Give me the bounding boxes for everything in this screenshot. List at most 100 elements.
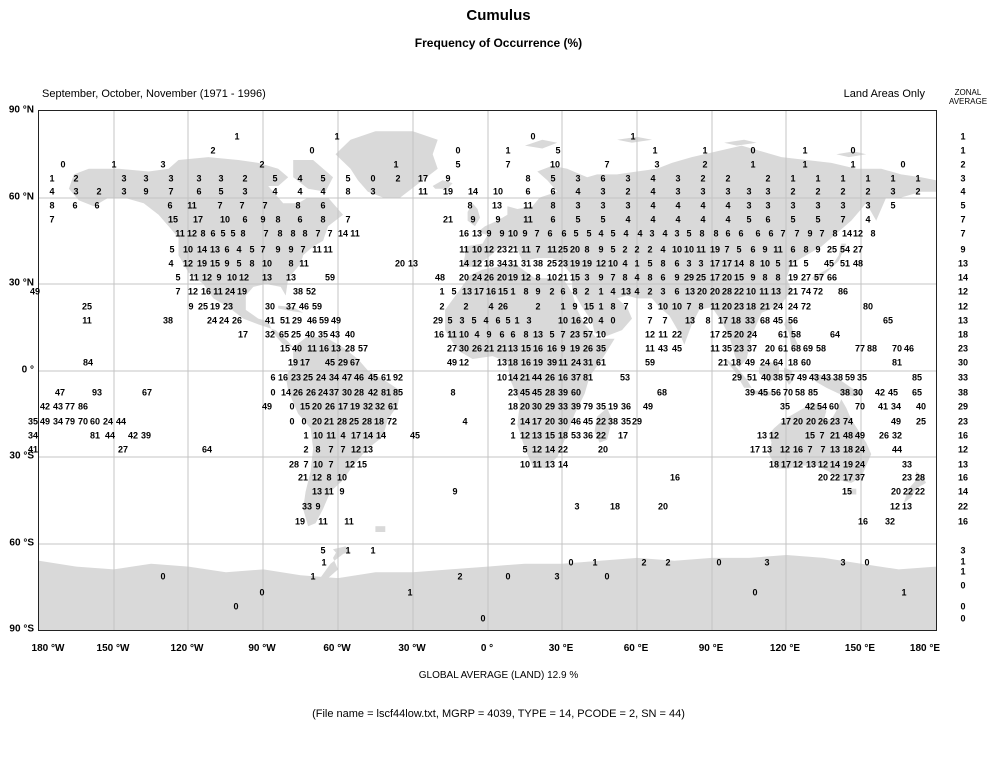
map-value: 38 [607, 416, 619, 427]
map-value: 79 [582, 401, 594, 412]
map-value: 22 [733, 286, 745, 297]
continent-shape [724, 139, 757, 146]
global-average-label: GLOBAL AVERAGE (LAND) 12.9 % [418, 670, 579, 681]
map-value: 24 [772, 301, 784, 312]
map-value: 3 [647, 301, 653, 312]
map-value: 18 [483, 258, 495, 269]
map-value: 28 [544, 387, 556, 398]
zonal-average-value: 12 [957, 286, 969, 297]
map-value: 8 [749, 258, 755, 269]
continent-shape [724, 359, 752, 388]
map-value: 19 [287, 357, 299, 368]
map-value: 6 [755, 228, 761, 239]
map-value: 12 [644, 329, 656, 340]
map-value: 14 [557, 459, 569, 470]
map-value: 20 [709, 286, 721, 297]
map-value: 8 [249, 258, 255, 269]
map-value: 45 [409, 430, 421, 441]
map-value: 28 [288, 459, 300, 470]
zonal-average-value: 18 [957, 329, 969, 340]
map-value: 81 [380, 387, 392, 398]
map-value: 70 [782, 387, 794, 398]
map-value: 4 [625, 214, 631, 225]
map-value: 6 [550, 214, 556, 225]
map-value: 11 [558, 357, 568, 368]
continent-shape [903, 471, 926, 504]
map-value: 19 [236, 286, 248, 297]
map-value: 46 [353, 372, 365, 383]
map-value: 28 [721, 286, 733, 297]
map-value: 88 [866, 343, 878, 354]
map-value: 68 [759, 315, 771, 326]
map-value: 40 [344, 329, 356, 340]
map-value: 36 [582, 430, 594, 441]
continent-shape [432, 180, 453, 189]
continent-shape [278, 305, 304, 313]
map-value: 51 [746, 372, 758, 383]
map-value: 20 [696, 286, 708, 297]
map-value: 14 [841, 228, 853, 239]
map-value: 4 [700, 214, 706, 225]
map-value: 12 [483, 244, 495, 255]
map-value: 8 [713, 228, 719, 239]
map-value: 7 [535, 244, 541, 255]
map-value: 44 [115, 416, 127, 427]
map-value: 7 [327, 228, 333, 239]
zonal-average-value: 29 [957, 401, 969, 412]
map-value: 18 [768, 459, 780, 470]
map-value: 11 [658, 329, 668, 340]
x-axis-label: 30 °W [398, 643, 426, 654]
map-value: 9 [275, 244, 281, 255]
y-axis-label: 30 °N [8, 277, 34, 289]
file-info-label: (File name = lscf44low.txt, MGRP = 4039,… [312, 708, 685, 720]
map-value: 3 [765, 186, 771, 197]
map-value: 11 [710, 343, 720, 354]
map-value: 5 [775, 258, 781, 269]
map-value: 20 [792, 416, 804, 427]
map-value: 13 [684, 315, 696, 326]
map-value: 4 [488, 301, 494, 312]
map-value: 15 [299, 401, 311, 412]
map-value: 9 [339, 486, 345, 497]
map-value: 20 [394, 258, 406, 269]
zonal-average-value: 13 [957, 459, 969, 470]
map-value: 45 [582, 416, 594, 427]
map-value: 35 [856, 372, 868, 383]
map-value: 21 [323, 416, 335, 427]
map-value: 22 [829, 472, 841, 483]
zonal-average-value: 7 [960, 228, 966, 239]
map-value: 13 [507, 343, 519, 354]
map-value: 1 [334, 131, 340, 142]
map-value: 7 [840, 214, 846, 225]
map-value: 3 [700, 186, 706, 197]
map-value: 68 [656, 387, 668, 398]
chart-subtitle: Frequency of Occurrence (%) [414, 36, 583, 50]
zonal-average-value: 0 [960, 580, 966, 591]
map-value: 45 [367, 372, 379, 383]
map-value: 16 [433, 329, 445, 340]
map-value: 17 [350, 430, 362, 441]
map-value: 2 [303, 444, 309, 455]
map-value: 81 [891, 357, 903, 368]
map-value: 1 [598, 286, 604, 297]
map-value: 6 [674, 286, 680, 297]
map-value: 20 [805, 416, 817, 427]
map-value: 7 [820, 444, 826, 455]
map-value: 31 [520, 258, 532, 269]
map-value: 8 [535, 272, 541, 283]
map-value: 7 [300, 244, 306, 255]
map-value: 10 [595, 329, 607, 340]
map-value: 61 [777, 329, 789, 340]
x-axis-label: 90 °W [248, 643, 276, 654]
map-value: 44 [531, 372, 543, 383]
map-value: 69 [802, 343, 814, 354]
map-value: 70 [854, 401, 866, 412]
map-value: 2 [622, 244, 628, 255]
map-value: 38 [839, 387, 851, 398]
map-value: 10 [336, 472, 348, 483]
map-value: 26 [292, 387, 304, 398]
map-value: 7 [328, 444, 334, 455]
map-value: 0 [370, 173, 376, 184]
map-value: 7 [794, 228, 800, 239]
map-value: 0 [850, 145, 856, 156]
